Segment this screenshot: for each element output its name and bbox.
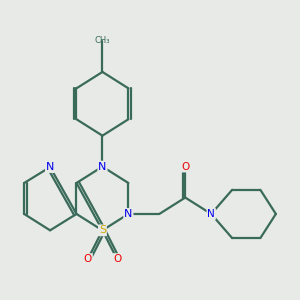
Text: S: S xyxy=(99,225,106,235)
Text: O: O xyxy=(181,162,189,172)
Text: N: N xyxy=(46,162,54,172)
Text: N: N xyxy=(124,209,133,219)
Text: O: O xyxy=(113,254,121,264)
Text: CH₃: CH₃ xyxy=(95,37,110,46)
Text: N: N xyxy=(98,162,106,172)
Text: N: N xyxy=(207,209,215,219)
Text: O: O xyxy=(84,254,92,264)
